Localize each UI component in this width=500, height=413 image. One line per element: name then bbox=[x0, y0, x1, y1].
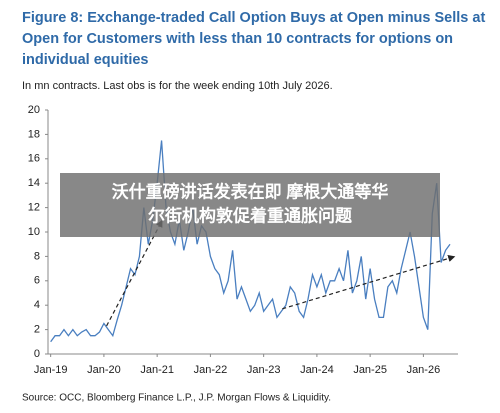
subtitle: In mn contracts. Last obs is for the wee… bbox=[22, 80, 333, 92]
data-line bbox=[50, 140, 451, 343]
x-tick-label: Jan-24 bbox=[300, 364, 334, 376]
x-tick-label: Jan-21 bbox=[140, 364, 174, 376]
x-tick-label: Jan-19 bbox=[34, 364, 68, 376]
source: Source: OCC, Bloomberg Finance L.P., J.P… bbox=[22, 393, 331, 404]
y-tick-label: 12 bbox=[28, 202, 40, 214]
plot: 0 2 4 6 8 10 12 14 16 18 20 Jan-19 Jan-20 Jan-21 Jan-2… bbox=[28, 104, 458, 376]
y-tick-label: 4 bbox=[34, 299, 40, 311]
overlay-banner bbox=[60, 173, 440, 237]
y-tick-label: 8 bbox=[34, 250, 40, 262]
y-tick-label: 0 bbox=[34, 348, 40, 360]
y-tick-label: 16 bbox=[28, 153, 40, 165]
trend-arrow bbox=[282, 255, 456, 310]
x-tick-label: Jan-23 bbox=[247, 364, 281, 376]
x-tick-label: Jan-22 bbox=[194, 364, 228, 376]
x-tick-label: Jan-26 bbox=[407, 364, 441, 376]
y-tick-label: 20 bbox=[28, 104, 40, 116]
y-tick-label: 14 bbox=[28, 177, 40, 189]
chart-title: individual equities bbox=[22, 52, 149, 68]
x-tick-label: Jan-20 bbox=[87, 364, 121, 376]
x-tick-label: Jan-25 bbox=[353, 364, 387, 376]
y-tick-label: 2 bbox=[34, 324, 40, 336]
overlay-text: 沃什重磅讲话发表在即 摩根大通等华 bbox=[112, 181, 389, 201]
trend-arrow bbox=[106, 219, 164, 327]
overlay-text: 尔街机构敦促着重通胀问题 bbox=[148, 205, 353, 225]
chart-title: Figure 8: Exchange-traded Call Option Bu… bbox=[22, 10, 485, 26]
y-tick-label: 10 bbox=[28, 226, 40, 238]
chart-title: Open for Customers with less than 10 con… bbox=[22, 31, 453, 47]
y-tick-label: 18 bbox=[28, 128, 40, 140]
y-tick-label: 6 bbox=[34, 275, 40, 287]
